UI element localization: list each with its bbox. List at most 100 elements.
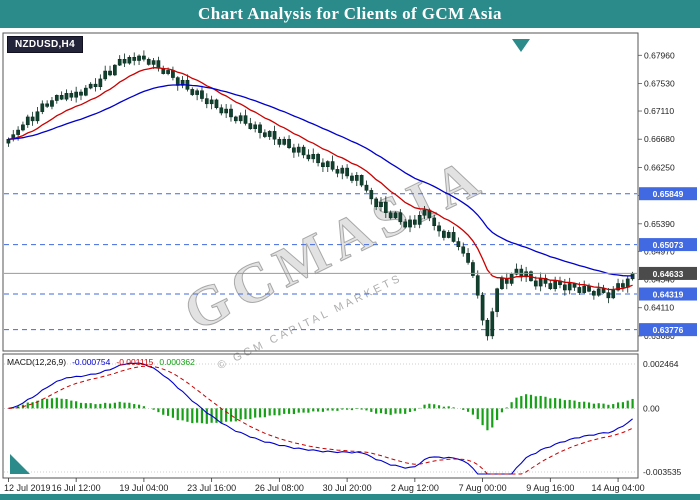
candle	[263, 132, 267, 137]
current-price-label-text: 0.64633	[653, 269, 684, 279]
level-price-label[interactable]	[639, 187, 697, 201]
candle	[538, 277, 543, 287]
candle	[64, 93, 69, 100]
candle	[475, 275, 480, 296]
macd-line	[8, 362, 633, 475]
candle	[50, 100, 54, 107]
candle	[98, 78, 103, 88]
ma-slow-line	[8, 84, 633, 277]
candle	[456, 241, 461, 247]
candle	[606, 292, 611, 299]
candle	[175, 77, 180, 86]
candle	[621, 283, 625, 288]
decor-layer	[0, 39, 700, 500]
price-labels-layer: 0.65849 0.65073 0.64319 0.63776 0.64633	[639, 187, 697, 337]
candle	[553, 280, 558, 289]
candle	[562, 284, 567, 291]
candle	[592, 291, 596, 296]
candle	[311, 154, 316, 160]
candle	[379, 201, 383, 208]
candle	[267, 131, 272, 137]
candle	[383, 201, 388, 213]
ma-fast-line	[8, 67, 633, 291]
candle	[214, 99, 219, 108]
candle	[514, 268, 519, 275]
candle	[127, 57, 132, 64]
candle	[224, 108, 229, 114]
candle	[151, 60, 156, 65]
candle	[277, 138, 282, 145]
candle	[451, 232, 456, 242]
level-price-label[interactable]	[639, 287, 697, 301]
level-price-label-text: 0.64319	[653, 290, 684, 300]
level-price-label-text: 0.65849	[653, 189, 684, 199]
current-price-label[interactable]	[639, 266, 697, 280]
candle	[132, 57, 137, 61]
candle	[567, 283, 572, 291]
candle	[316, 154, 320, 164]
date-label: 2 Aug 12:00	[391, 483, 439, 493]
date-label: 19 Jul 04:00	[119, 483, 168, 493]
date-label: 23 Jul 16:00	[187, 483, 236, 493]
candle	[171, 70, 175, 78]
candle	[190, 89, 195, 95]
candle	[287, 138, 291, 148]
candle	[233, 116, 238, 122]
price-tick-label: 0.66680	[644, 134, 675, 144]
macd-signal-line	[8, 365, 633, 475]
candle	[6, 138, 11, 144]
candle	[74, 91, 79, 98]
candle	[21, 124, 25, 131]
candle	[350, 175, 354, 181]
candle	[611, 289, 616, 299]
symbol-period-label: NZDUSD,H4	[7, 36, 83, 53]
candle	[40, 103, 45, 112]
level-price-label[interactable]	[639, 323, 697, 337]
candle	[238, 115, 243, 122]
candle	[292, 147, 296, 153]
candle	[509, 274, 514, 284]
candle	[417, 215, 422, 225]
candle	[103, 70, 108, 80]
main-panel-border	[2, 32, 639, 352]
candle	[596, 288, 601, 296]
bottom-accent-bar	[0, 494, 700, 500]
macd-layer: MACD(12,26,9) -0.000754 -0.001115 0.000362 0…	[4, 357, 682, 477]
candle	[195, 90, 199, 95]
candle	[243, 115, 248, 124]
candle	[59, 95, 64, 100]
ma-layer	[4, 67, 637, 291]
candle	[321, 162, 325, 168]
candle	[117, 58, 122, 66]
candle	[466, 253, 470, 263]
candle	[485, 319, 490, 337]
candle	[490, 311, 495, 337]
candle	[403, 221, 408, 228]
level-price-label-text: 0.65073	[653, 240, 684, 250]
price-tick-label: 0.66250	[644, 162, 675, 172]
candle	[616, 283, 620, 291]
candle	[45, 103, 49, 107]
candle	[471, 262, 475, 276]
candle	[533, 280, 538, 287]
candle	[335, 169, 340, 174]
candle	[272, 131, 277, 140]
candle	[253, 124, 258, 129]
candle	[340, 167, 345, 174]
candle	[258, 124, 262, 133]
candle	[93, 83, 98, 88]
price-tick-label: 0.64970	[644, 246, 675, 256]
candle	[359, 175, 364, 186]
candle	[461, 246, 466, 254]
candle	[88, 83, 93, 89]
candle	[495, 288, 499, 312]
level-price-label[interactable]	[639, 238, 697, 252]
candle	[587, 285, 591, 292]
candle	[204, 98, 209, 105]
candle	[54, 95, 59, 101]
candle	[325, 161, 330, 168]
candle	[113, 64, 117, 76]
candle	[374, 198, 378, 208]
